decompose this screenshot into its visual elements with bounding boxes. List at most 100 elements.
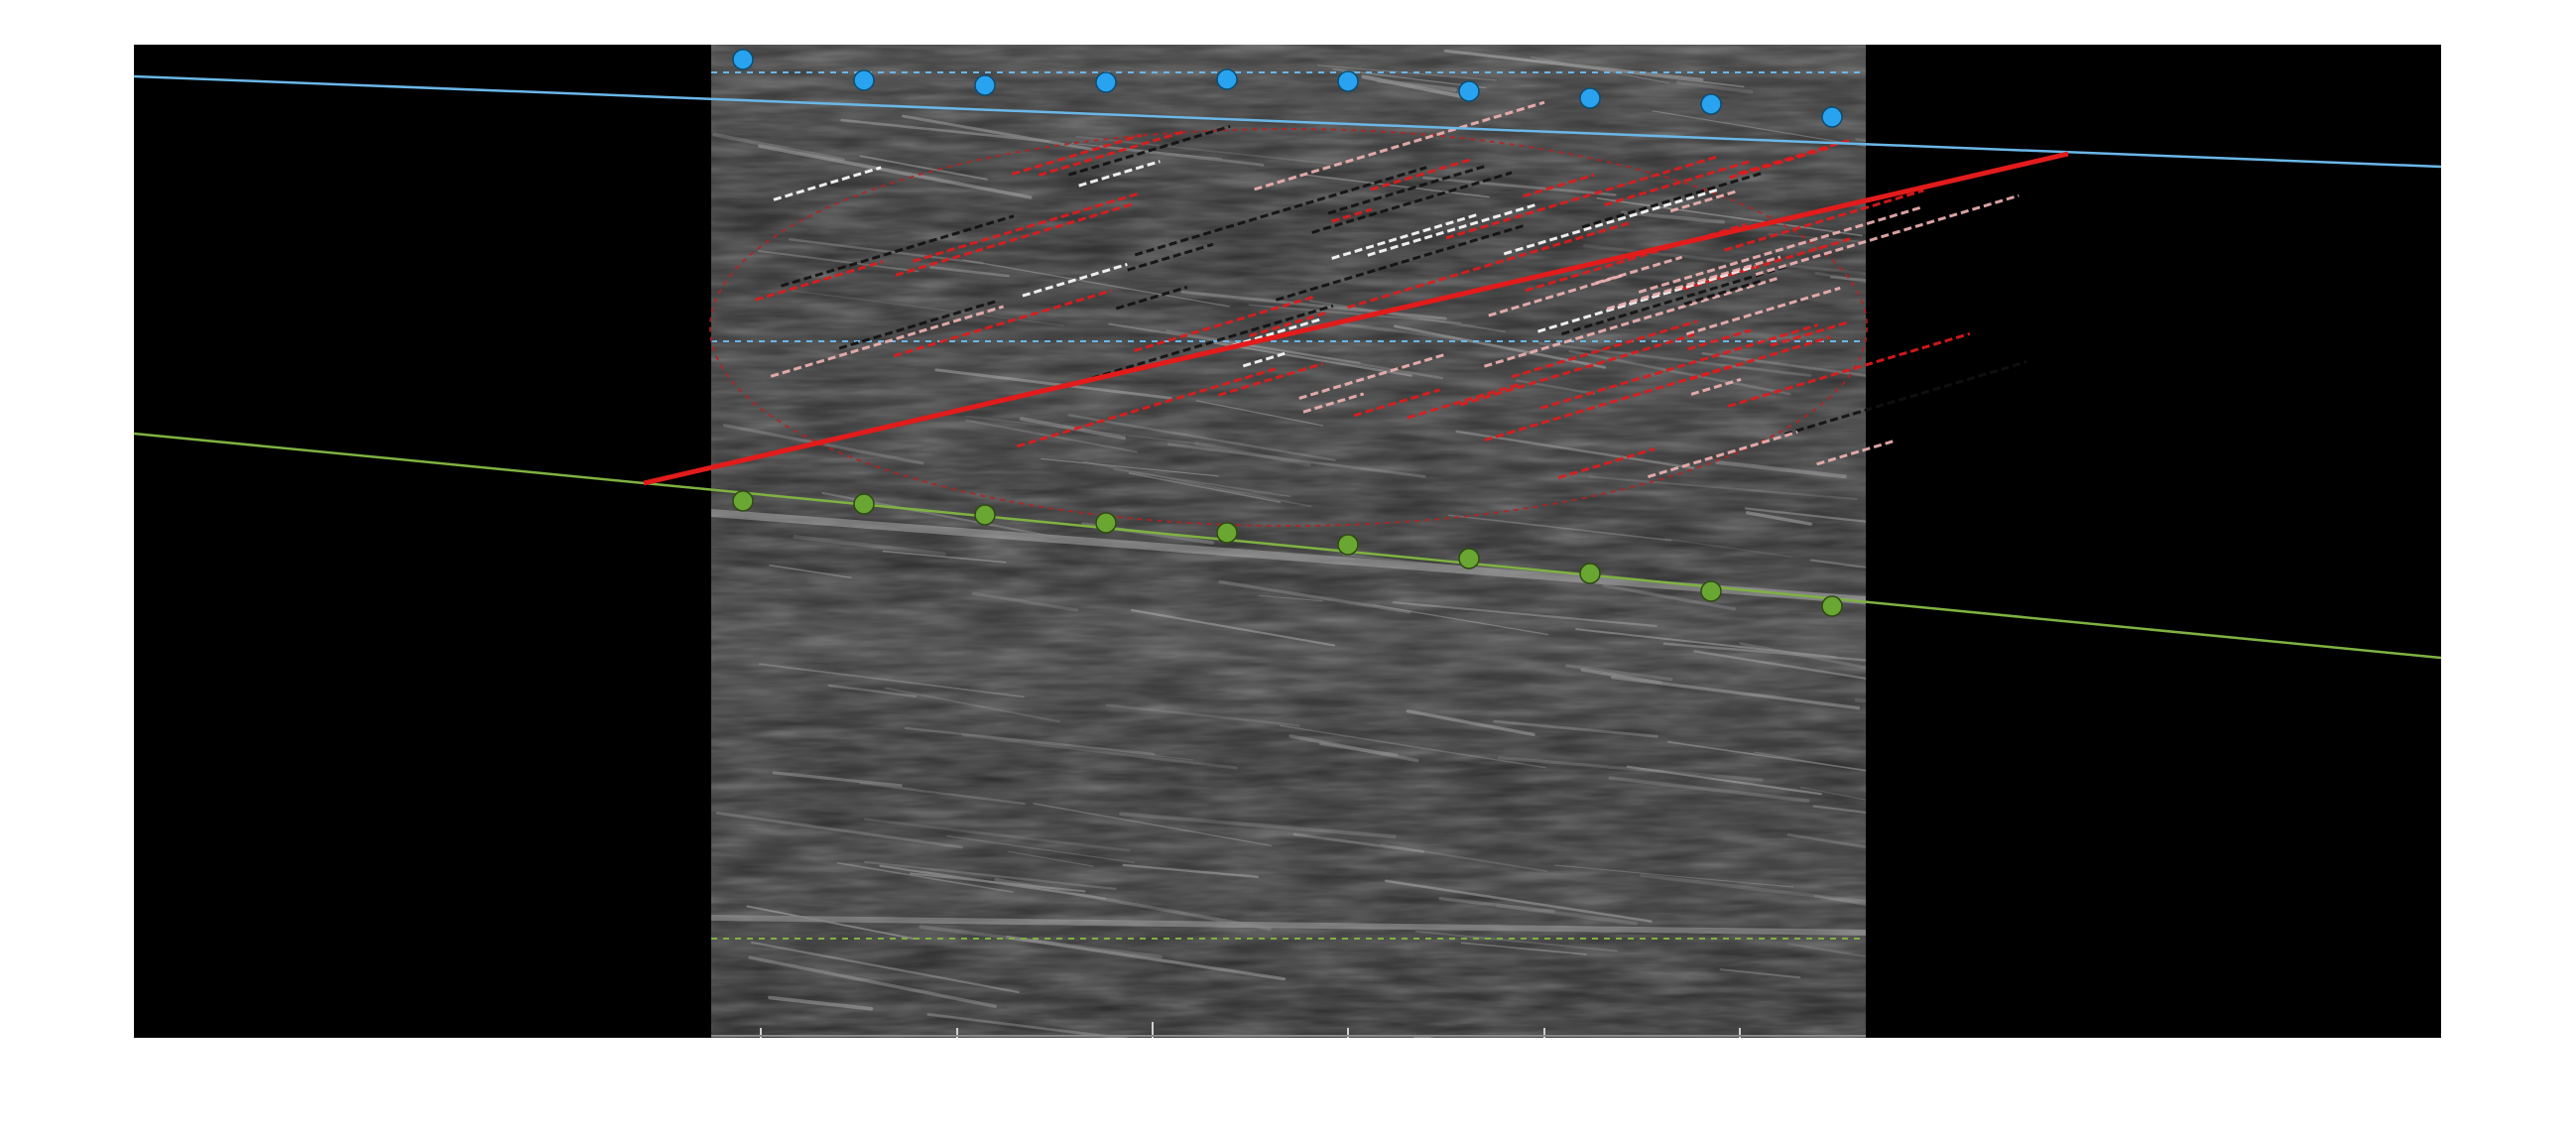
speckle-streak bbox=[746, 905, 916, 940]
speckle-streak bbox=[884, 687, 1061, 723]
fascicle-dash bbox=[895, 201, 1136, 277]
speckle-streak bbox=[1496, 903, 1638, 926]
inferior-marker-icon[interactable] bbox=[1700, 580, 1722, 602]
speckle-streak bbox=[1211, 340, 1412, 377]
inferior-marker-icon[interactable] bbox=[732, 490, 754, 512]
fascicle-dash bbox=[1276, 223, 1525, 302]
superior-marker-icon[interactable] bbox=[974, 74, 996, 96]
speckle-streak bbox=[1119, 812, 1397, 839]
fascicle-dash bbox=[1755, 193, 2020, 277]
superior-marker-icon[interactable] bbox=[853, 69, 875, 91]
inferior-marker-icon[interactable] bbox=[1337, 534, 1359, 556]
inferior-marker-icon[interactable] bbox=[1821, 595, 1843, 617]
fascicle-dash bbox=[1016, 367, 1277, 448]
speckle-streak bbox=[1259, 594, 1323, 602]
speckle-streak bbox=[1745, 511, 1812, 526]
speckle-streak bbox=[1809, 559, 1866, 569]
speckle-streak bbox=[1033, 803, 1273, 846]
fascicle-dash bbox=[1331, 207, 1373, 223]
fascicle-dash bbox=[1022, 262, 1128, 298]
inferior-aponeurosis-line[interactable] bbox=[134, 432, 2441, 660]
speckle-streak bbox=[1460, 942, 1587, 955]
fascicle-dash bbox=[1218, 362, 1323, 397]
speckle-streak bbox=[1497, 756, 1764, 782]
inferior-marker-icon[interactable] bbox=[853, 493, 875, 515]
fascicle-dash bbox=[773, 166, 882, 201]
speckle-streak bbox=[971, 591, 1079, 612]
speckle-streak bbox=[1640, 873, 1866, 904]
speckle-streak bbox=[1583, 244, 1737, 264]
ultrasound-viewer[interactable] bbox=[134, 45, 2441, 1038]
fascicle-dash bbox=[770, 305, 1005, 378]
fascicle-dash bbox=[912, 190, 1142, 263]
superior-aponeurosis-line[interactable] bbox=[134, 74, 2441, 169]
superior-marker-icon[interactable] bbox=[1458, 80, 1480, 102]
speckle-streak bbox=[1376, 78, 1457, 92]
fascicle-dash bbox=[1302, 392, 1365, 414]
speckle-streak bbox=[926, 1013, 1130, 1038]
speckle-streak bbox=[1787, 943, 1866, 958]
superior-marker-icon[interactable] bbox=[1095, 71, 1117, 93]
fascicle-dash bbox=[1298, 352, 1447, 400]
speckle-streak bbox=[1626, 765, 1822, 796]
speckle-streak bbox=[882, 550, 1007, 564]
depth-tick-marks bbox=[711, 1022, 1866, 1038]
superior-marker-icon[interactable] bbox=[1700, 93, 1722, 115]
superior-marker-icon[interactable] bbox=[1216, 68, 1238, 90]
fascicle-line[interactable] bbox=[643, 151, 2069, 486]
bright-band bbox=[711, 509, 1866, 604]
speckle-streak bbox=[859, 782, 1026, 806]
fascicle-dash bbox=[1595, 255, 1683, 285]
fascicle-dash bbox=[1689, 335, 1831, 381]
inferior-marker-icon[interactable] bbox=[974, 504, 996, 526]
speckle-streak bbox=[1568, 349, 1791, 396]
speckle-streak bbox=[964, 415, 1199, 444]
speckle-streak bbox=[1006, 935, 1287, 981]
superior-marker-icon[interactable] bbox=[1821, 106, 1843, 128]
speckle-streak bbox=[789, 238, 984, 265]
fascicle-dash bbox=[1690, 377, 1742, 396]
speckle-streak bbox=[859, 155, 988, 181]
inferior-marker-icon[interactable] bbox=[1095, 512, 1117, 534]
speckle-streak bbox=[1385, 879, 1653, 923]
speckle-streak bbox=[1128, 472, 1282, 503]
speckle-streak bbox=[1786, 832, 1866, 849]
superior-marker-icon[interactable] bbox=[1337, 70, 1359, 92]
speckle-streak bbox=[946, 835, 1136, 863]
speckle-streak bbox=[1715, 459, 1847, 479]
inferior-marker-icon[interactable] bbox=[1579, 563, 1601, 584]
superior-markers[interactable] bbox=[732, 49, 1843, 128]
speckle-streak bbox=[1108, 322, 1361, 364]
speckle-streak bbox=[758, 250, 920, 273]
fascicle-dash bbox=[1557, 446, 1656, 479]
inferior-marker-icon[interactable] bbox=[1216, 522, 1238, 544]
speckle-streak bbox=[769, 565, 852, 579]
fascicle-dash bbox=[1134, 166, 1427, 257]
speckle-streak bbox=[1473, 53, 1745, 88]
speckle-streak bbox=[1443, 49, 1704, 81]
speckle-streak bbox=[1067, 414, 1336, 462]
fascicle-dash bbox=[1523, 173, 1595, 198]
speckle-streak bbox=[863, 818, 1131, 852]
inferior-markers[interactable] bbox=[732, 490, 1843, 617]
fascicle-detections bbox=[755, 100, 2027, 479]
inferior-marker-icon[interactable] bbox=[1458, 548, 1480, 569]
speckle-streak bbox=[758, 663, 1025, 698]
speckle-streak bbox=[1113, 468, 1291, 498]
speckle-streak bbox=[1361, 74, 1468, 99]
guide-lines bbox=[711, 71, 1866, 940]
fascicle-dash bbox=[1539, 323, 1819, 410]
roi-ellipse[interactable] bbox=[709, 128, 1868, 527]
speckle-streak bbox=[934, 368, 1172, 400]
fascicle-dash bbox=[780, 214, 1015, 288]
fascicle-dash bbox=[1783, 360, 2027, 437]
speckle-streak bbox=[1596, 197, 1863, 237]
fascicle-dash bbox=[1370, 158, 1471, 191]
fascicle-dash bbox=[1484, 277, 1779, 368]
superior-marker-icon[interactable] bbox=[732, 49, 754, 70]
speckle-streak bbox=[1166, 443, 1426, 478]
superior-marker-icon[interactable] bbox=[1579, 87, 1601, 109]
speckle-streak bbox=[715, 811, 963, 849]
speckle-streak bbox=[1019, 417, 1127, 441]
speckle-streak bbox=[1813, 894, 1866, 906]
